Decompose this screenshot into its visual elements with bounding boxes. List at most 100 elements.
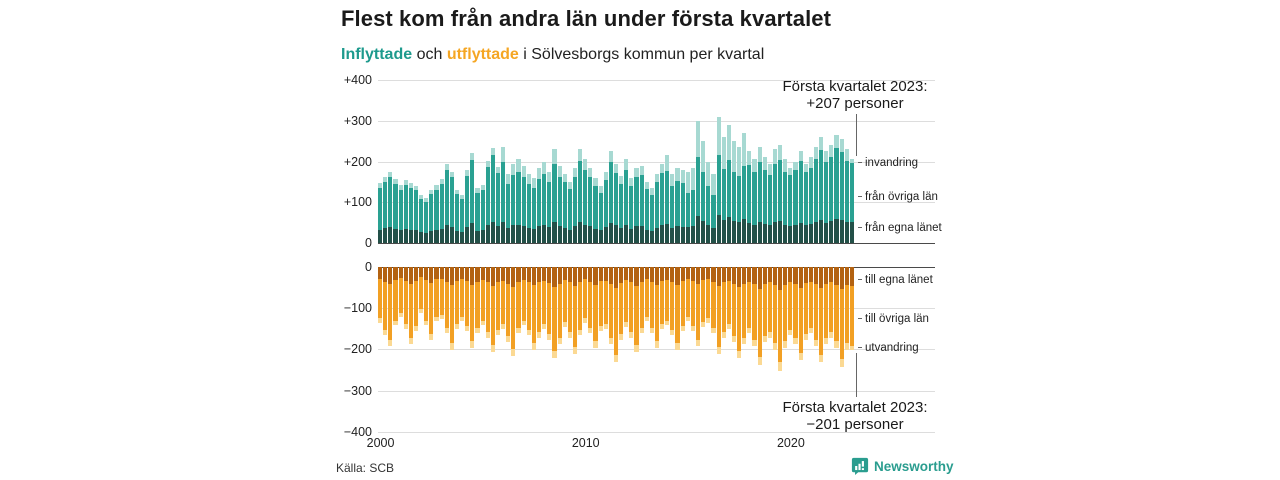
bar-segment-fran_ovriga_lan	[429, 194, 434, 232]
bar-segment-till_ovriga_lan	[731, 283, 737, 336]
bar-segment-fran_ovriga_lan	[639, 174, 644, 226]
bar-segment-utvandring	[706, 318, 711, 324]
bar-segment-till_egna_lanet	[424, 267, 429, 280]
bar-segment-fran_egna_lanet	[413, 230, 419, 243]
bar-segment-invandring	[598, 185, 603, 193]
bar-segment-fran_egna_lanet	[634, 226, 639, 243]
bar-segment-invandring	[742, 132, 747, 166]
bar-segment-till_egna_lanet	[521, 267, 526, 280]
bar-segment-till_egna_lanet	[767, 267, 772, 283]
bar-segment-utvandring	[762, 335, 767, 342]
bar-segment-invandring	[772, 149, 778, 164]
bar-segment-fran_egna_lanet	[578, 222, 583, 243]
bar-segment-invandring	[649, 188, 654, 195]
bar-segment-fran_ovriga_lan	[465, 176, 470, 228]
bar-segment-till_egna_lanet	[849, 267, 854, 286]
bar-segment-utvandring	[424, 320, 429, 326]
bar-segment-fran_egna_lanet	[526, 227, 531, 243]
bar-segment-till_egna_lanet	[696, 267, 701, 285]
bar-segment-invandring	[711, 173, 716, 195]
subtitle-utflyttade: utflyttade	[446, 46, 519, 63]
bar-segment-fran_egna_lanet	[706, 225, 711, 243]
bar-segment-fran_ovriga_lan	[413, 190, 419, 231]
bar-segment-till_ovriga_lan	[531, 285, 536, 344]
bar-segment-till_ovriga_lan	[829, 282, 834, 332]
bar-segment-fran_ovriga_lan	[480, 189, 485, 231]
bar-segment-till_egna_lanet	[721, 267, 726, 283]
bar-segment-invandring	[696, 120, 701, 158]
bar-segment-fran_ovriga_lan	[403, 184, 408, 230]
bar-segment-fran_egna_lanet	[403, 229, 408, 243]
bar-segment-till_ovriga_lan	[701, 280, 706, 323]
bar-segment-fran_ovriga_lan	[408, 188, 413, 230]
bar-segment-utvandring	[465, 326, 470, 332]
bar-segment-fran_ovriga_lan	[521, 177, 526, 226]
bar-segment-invandring	[413, 185, 419, 191]
bar-segment-fran_ovriga_lan	[834, 148, 839, 220]
bar-segment-till_ovriga_lan	[767, 282, 772, 332]
bar-segment-till_egna_lanet	[701, 267, 706, 281]
bar-segment-till_egna_lanet	[526, 267, 531, 282]
bar-segment-invandring	[608, 151, 613, 163]
bar-segment-fran_egna_lanet	[501, 221, 506, 243]
bar-segment-invandring	[639, 165, 644, 175]
bar-segment-till_egna_lanet	[449, 267, 454, 286]
bar-segment-fran_egna_lanet	[419, 232, 424, 243]
bar-segment-utvandring	[593, 341, 598, 348]
bar-segment-till_ovriga_lan	[608, 284, 613, 338]
bar-segment-utvandring	[434, 316, 439, 321]
bar-segment-invandring	[613, 163, 619, 173]
bar-segment-till_ovriga_lan	[413, 281, 419, 327]
bar-segment-fran_ovriga_lan	[731, 171, 737, 221]
bar-segment-fran_ovriga_lan	[665, 171, 670, 224]
bar-segment-till_egna_lanet	[747, 267, 752, 282]
bar-segment-fran_egna_lanet	[680, 226, 685, 243]
bar-segment-till_ovriga_lan	[588, 281, 593, 328]
bar-segment-till_egna_lanet	[670, 267, 675, 282]
bar-segment-fran_ovriga_lan	[644, 189, 649, 230]
bar-segment-till_egna_lanet	[824, 267, 829, 284]
bar-segment-fran_egna_lanet	[511, 225, 516, 243]
bar-segment-till_ovriga_lan	[562, 280, 567, 323]
bar-segment-fran_egna_lanet	[624, 224, 629, 243]
bar-segment-utvandring	[449, 343, 454, 350]
bar-segment-till_egna_lanet	[434, 267, 439, 280]
bar-segment-fran_ovriga_lan	[762, 170, 767, 225]
bar-segment-invandring	[424, 198, 429, 202]
bar-segment-till_egna_lanet	[537, 267, 542, 283]
bar-segment-till_egna_lanet	[460, 267, 465, 280]
bar-segment-invandring	[516, 159, 521, 173]
gridline-minus400	[378, 432, 935, 433]
bar-segment-till_egna_lanet	[634, 267, 639, 286]
segment-label-invandring: invandring	[858, 157, 918, 169]
bar-segment-fran_egna_lanet	[572, 226, 578, 243]
bar-segment-invandring	[793, 161, 798, 170]
bar-segment-invandring	[767, 163, 772, 176]
bar-segment-till_egna_lanet	[501, 267, 506, 281]
bar-segment-till_egna_lanet	[454, 267, 460, 281]
bar-segment-till_ovriga_lan	[624, 280, 629, 323]
y-tick-label: 0	[365, 235, 372, 250]
bar-segment-till_egna_lanet	[378, 267, 383, 280]
bar-segment-till_ovriga_lan	[639, 281, 644, 328]
bar-segment-till_egna_lanet	[562, 267, 567, 281]
bar-segment-fran_ovriga_lan	[629, 185, 634, 229]
y-tick-label: +300	[343, 113, 372, 128]
bar-segment-till_egna_lanet	[711, 267, 716, 282]
bar-segment-fran_egna_lanet	[598, 230, 603, 243]
bar-segment-utvandring	[408, 337, 413, 344]
bar-segment-invandring	[721, 137, 726, 169]
bar-segment-till_egna_lanet	[644, 267, 649, 280]
bar-segment-fran_ovriga_lan	[439, 183, 444, 229]
bar-segment-invandring	[654, 173, 660, 182]
bar-segment-fran_egna_lanet	[649, 230, 654, 243]
bar-segment-utvandring	[747, 328, 752, 334]
bar-segment-fran_ovriga_lan	[813, 158, 819, 222]
bar-segment-utvandring	[798, 352, 803, 361]
bar-segment-fran_ovriga_lan	[634, 176, 639, 227]
bar-segment-fran_egna_lanet	[495, 226, 501, 243]
bar-segment-till_ovriga_lan	[670, 281, 675, 331]
bar-segment-till_ovriga_lan	[644, 279, 649, 317]
bar-segment-fran_egna_lanet	[644, 229, 649, 243]
bar-segment-utvandring	[557, 337, 562, 344]
